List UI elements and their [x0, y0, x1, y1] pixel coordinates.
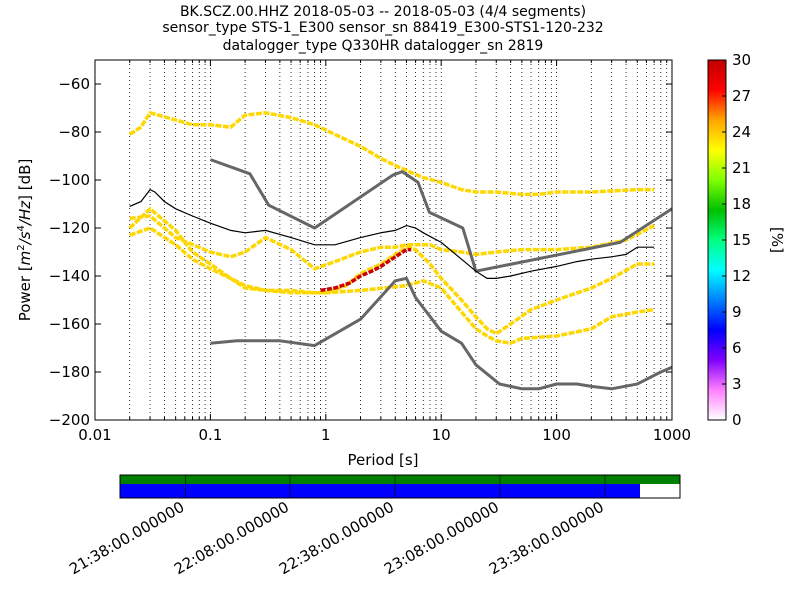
y-tick-label: −80	[58, 123, 90, 141]
colorbar-tick-label: 3	[732, 375, 742, 393]
y-axis-label: Power [m2/s4/Hz] [dB]	[16, 159, 34, 322]
data-coverage-timeline: 21:38:00.00000022:08:00.00000022:38:00.0…	[66, 474, 681, 578]
y-tick-label: −180	[49, 363, 90, 381]
x-tick-label: 1000	[653, 426, 691, 444]
pdf-trace-2	[129, 214, 655, 271]
x-tick-label: 0.01	[78, 426, 111, 444]
colorbar-tick-label: 27	[732, 87, 751, 105]
plot-frame-background	[95, 60, 672, 420]
colorbar-tick-label: 15	[732, 231, 751, 249]
pdf-high-density-trace	[320, 247, 412, 293]
y-tick-label: −60	[58, 75, 90, 93]
colorbar-tick-label: 24	[732, 123, 751, 141]
x-tick-label: 100	[542, 426, 571, 444]
x-tick-label: 0.1	[198, 426, 222, 444]
x-axis-label: Period [s]	[347, 451, 418, 469]
pdf-trace-4	[128, 207, 655, 345]
median-line	[129, 188, 655, 279]
title-line-3: datalogger_type Q330HR datalogger_sn 281…	[223, 38, 544, 54]
high-noise-model-line	[209, 158, 673, 273]
colorbar-tick-label: 18	[732, 195, 751, 213]
colorbar-tick-label: 9	[732, 303, 742, 321]
colorbar-tick-label: 6	[732, 339, 742, 357]
colorbar-tick-label: 0	[732, 411, 742, 429]
colorbar-tick-label: 21	[732, 159, 751, 177]
colorbar: 0 3 6 9 12 15 18 21 24 27 30 [%]	[707, 51, 786, 429]
y-tick-label: −200	[49, 411, 90, 429]
low-noise-model-line	[210, 276, 673, 391]
x-tick-label: 1	[321, 426, 331, 444]
timeline-tick-label: 22:08:00.000000	[171, 498, 292, 578]
y-axis-ticks: −200 −180 −160 −140 −120 −100 −80 −60	[49, 75, 672, 429]
x-axis-ticks: 0.01 0.1 1 10 100 1000	[78, 60, 691, 444]
title-line-1: BK.SCZ.00.HHZ 2018-05-03 -- 2018-05-03 (…	[180, 4, 586, 20]
figure-title: BK.SCZ.00.HHZ 2018-05-03 -- 2018-05-03 (…	[162, 4, 603, 54]
pdf-traces	[128, 111, 655, 345]
coverage-gap-strip	[120, 475, 680, 484]
colorbar-tick-label: 12	[732, 267, 751, 285]
y-tick-label: −160	[49, 315, 90, 333]
colorbar-tick-label: 30	[732, 51, 751, 69]
y-tick-label: −100	[49, 171, 90, 189]
grid-lines	[94, 60, 668, 420]
pdf-trace-1	[128, 111, 655, 197]
colorbar-label: [%]	[768, 227, 786, 253]
timeline-tick-label: 22:38:00.000000	[276, 498, 397, 578]
noise-models	[209, 158, 673, 391]
timeline-tick-label: 21:38:00.000000	[66, 498, 187, 578]
timeline-tick-label: 23:08:00.000000	[381, 498, 502, 578]
coverage-data-strip	[120, 484, 640, 498]
colorbar-ticks: 0 3 6 9 12 15 18 21 24 27 30	[722, 51, 751, 429]
title-line-2: sensor_type STS-1_E300 sensor_sn 88419_E…	[162, 20, 603, 36]
y-tick-label: −120	[49, 219, 90, 237]
timeline-tick-label: 23:38:00.000000	[486, 498, 607, 578]
plot-area: 0.01 0.1 1 10 100 1000 −200 −180 −160 −140 −120 −1…	[16, 59, 691, 469]
y-tick-label: −140	[49, 267, 90, 285]
plot-frame	[94, 59, 673, 421]
x-tick-label: 10	[432, 426, 451, 444]
median-line	[129, 188, 655, 279]
